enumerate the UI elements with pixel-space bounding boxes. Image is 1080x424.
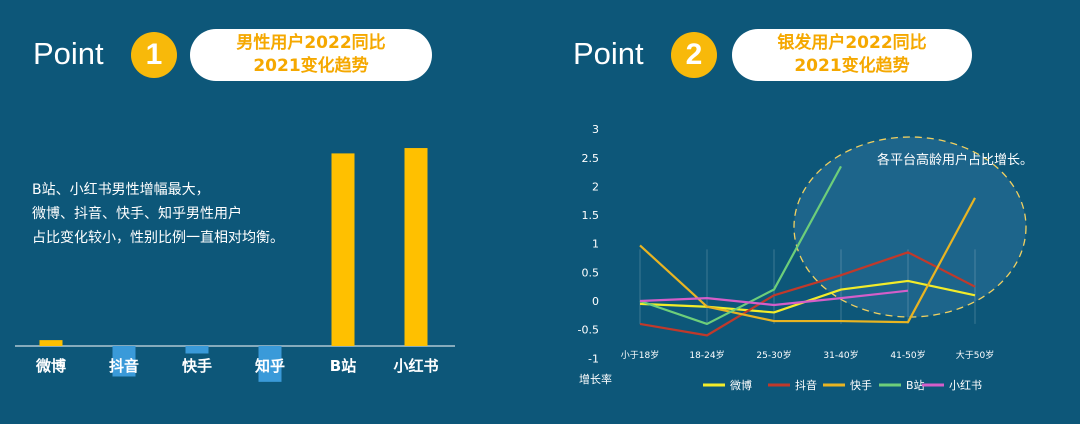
point-2-title: Point xyxy=(573,36,644,71)
bar-category-label: B站 xyxy=(330,357,356,375)
point-1-title-pill: 男性用户2022同比 2021变化趋势 xyxy=(190,29,432,81)
x-tick-label: 大于50岁 xyxy=(956,349,994,361)
y-tick-label: -0.5 xyxy=(578,324,599,337)
point-2-title-pill: 银发用户2022同比 2021变化趋势 xyxy=(732,29,972,81)
bar xyxy=(404,148,428,346)
desc-line-1: B站、小红书男性增幅最大， xyxy=(32,182,210,198)
desc-line-2: 微博、抖音、快手、知乎男性用户 xyxy=(32,206,242,222)
bar-category-label: 抖音 xyxy=(109,357,139,375)
y-tick-label: 2 xyxy=(592,180,599,193)
bar xyxy=(331,153,355,346)
x-tick-label: 小于18岁 xyxy=(621,349,659,361)
legend-label: 快手 xyxy=(850,378,872,392)
y-tick-label: 2.5 xyxy=(582,152,600,165)
series-line xyxy=(639,251,976,337)
bar-category-label: 知乎 xyxy=(255,357,285,375)
pill-line-1: 银发用户2022同比 xyxy=(777,33,927,53)
bar xyxy=(39,340,63,346)
legend-label: 小红书 xyxy=(949,379,982,392)
point-2-number-badge: 2 xyxy=(671,32,717,78)
x-tick-label: 25-30岁 xyxy=(756,349,791,361)
legend-label: 抖音 xyxy=(795,378,817,392)
y-tick-label: 0 xyxy=(592,295,599,308)
bar xyxy=(185,346,209,354)
bar xyxy=(112,346,136,377)
point-1-number-badge: 1 xyxy=(131,32,177,78)
y-tick-label: -1 xyxy=(588,352,599,365)
y-axis-title: 增长率 xyxy=(579,372,612,386)
annotation-text: 各平台高龄用户占比增长。 xyxy=(877,152,1033,168)
bar-category-label: 小红书 xyxy=(393,357,438,375)
pill-line-2: 2021变化趋势 xyxy=(794,56,910,76)
y-tick-label: 1.5 xyxy=(582,209,600,222)
pill-line-2: 2021变化趋势 xyxy=(253,56,369,76)
desc-line-3: 占比变化较小，性别比例一直相对均衡。 xyxy=(32,230,284,246)
bar xyxy=(258,346,282,382)
legend-label: B站 xyxy=(906,378,925,392)
series-line xyxy=(639,289,909,307)
pill-line-1: 男性用户2022同比 xyxy=(236,33,386,53)
series-line xyxy=(639,165,842,326)
y-tick-label: 3 xyxy=(592,123,599,136)
x-tick-label: 31-40岁 xyxy=(823,349,858,361)
point-1-title: Point xyxy=(33,36,104,71)
y-tick-label: 1 xyxy=(592,238,599,251)
bar-category-label: 微博 xyxy=(35,357,66,375)
male-trend-description: B站、小红书男性增幅最大， 微博、抖音、快手、知乎男性用户 占比变化较小，性别比… xyxy=(32,178,284,250)
y-tick-label: 0.5 xyxy=(582,266,600,279)
series-line xyxy=(639,197,976,324)
x-tick-label: 41-50岁 xyxy=(890,349,925,361)
legend-label: 微博 xyxy=(730,378,752,392)
x-tick-label: 18-24岁 xyxy=(689,349,724,361)
bar-category-label: 快手 xyxy=(182,357,212,375)
